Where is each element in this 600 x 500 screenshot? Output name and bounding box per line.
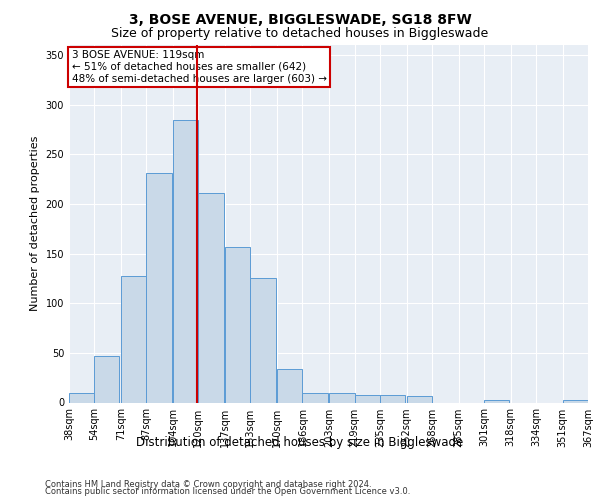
Bar <box>355 394 380 402</box>
Bar <box>563 400 588 402</box>
Bar <box>69 392 94 402</box>
Text: Distribution of detached houses by size in Biggleswade: Distribution of detached houses by size … <box>136 436 464 449</box>
Text: 3 BOSE AVENUE: 119sqm
← 51% of detached houses are smaller (642)
48% of semi-det: 3 BOSE AVENUE: 119sqm ← 51% of detached … <box>71 50 326 84</box>
Bar <box>250 278 275 402</box>
Bar <box>302 392 328 402</box>
Bar <box>146 173 172 402</box>
Text: Contains HM Land Registry data © Crown copyright and database right 2024.: Contains HM Land Registry data © Crown c… <box>45 480 371 489</box>
Bar <box>484 400 509 402</box>
Text: Size of property relative to detached houses in Biggleswade: Size of property relative to detached ho… <box>112 28 488 40</box>
Bar <box>329 392 355 402</box>
Text: Contains public sector information licensed under the Open Government Licence v3: Contains public sector information licen… <box>45 487 410 496</box>
Bar <box>225 246 250 402</box>
Text: 3, BOSE AVENUE, BIGGLESWADE, SG18 8FW: 3, BOSE AVENUE, BIGGLESWADE, SG18 8FW <box>128 12 472 26</box>
Y-axis label: Number of detached properties: Number of detached properties <box>30 136 40 312</box>
Bar <box>121 276 146 402</box>
Bar <box>94 356 119 403</box>
Bar <box>407 396 432 402</box>
Bar <box>277 368 302 402</box>
Bar <box>173 120 199 402</box>
Bar <box>199 193 224 402</box>
Bar <box>380 394 405 402</box>
